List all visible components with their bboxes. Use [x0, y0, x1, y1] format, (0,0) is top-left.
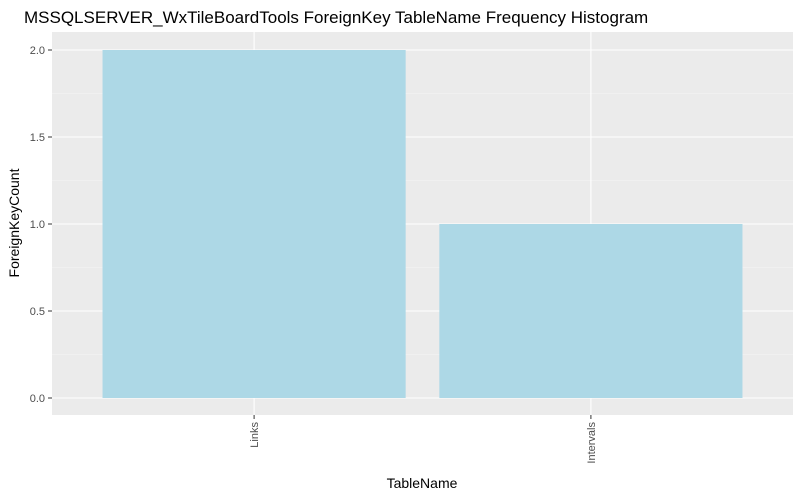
bar-intervals	[439, 224, 743, 398]
x-axis: Links Intervals	[249, 415, 598, 464]
x-tick-label: Links	[249, 422, 261, 448]
bars	[102, 50, 743, 398]
y-axis-title: ForeignKeyCount	[6, 168, 22, 277]
y-tick-label: 1.5	[30, 132, 45, 144]
bar-links	[102, 50, 406, 398]
y-tick-label: 0.5	[30, 306, 45, 318]
y-axis: 0.0 0.5 1.0 1.5 2.0	[30, 45, 52, 405]
y-tick-label: 1.0	[30, 219, 45, 231]
chart-title: MSSQLSERVER_WxTileBoardTools ForeignKey …	[24, 8, 648, 27]
x-axis-title: TableName	[387, 475, 458, 491]
y-tick-label: 0.0	[30, 393, 45, 405]
y-tick-label: 2.0	[30, 45, 45, 57]
x-tick-label: Intervals	[586, 422, 598, 464]
